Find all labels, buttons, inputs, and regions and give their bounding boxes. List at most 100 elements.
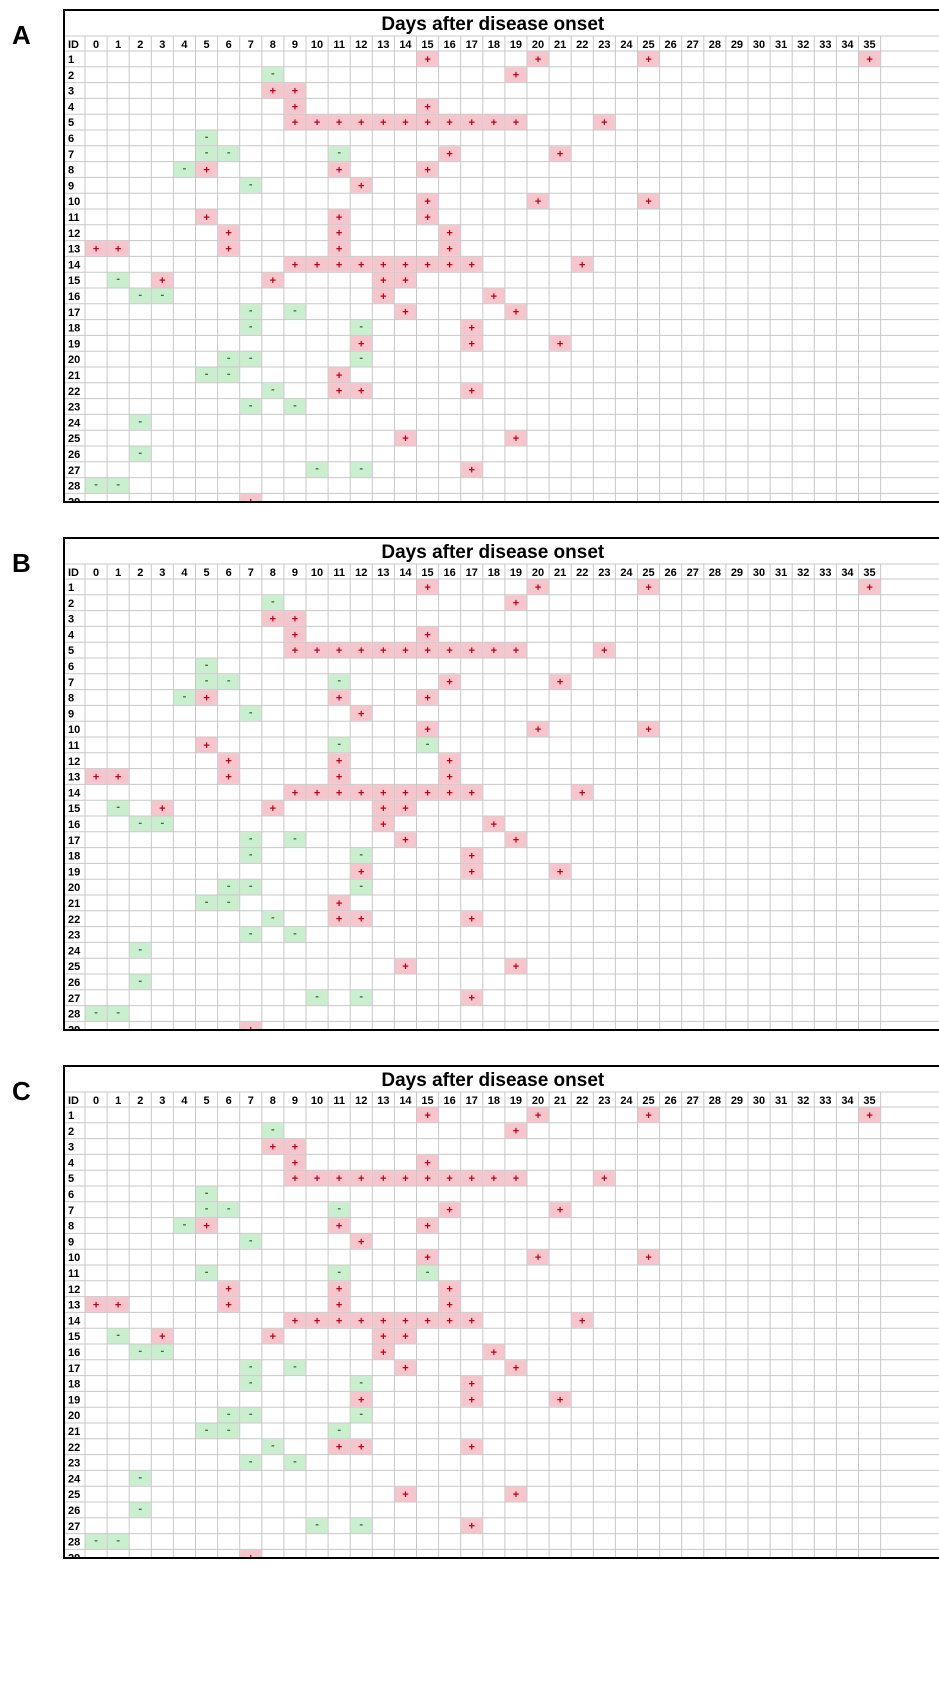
positive-marker: + bbox=[402, 835, 408, 847]
positive-marker: + bbox=[336, 370, 342, 382]
day-label: 6 bbox=[226, 567, 232, 579]
negative-cell bbox=[218, 1202, 240, 1218]
negative-cell bbox=[196, 674, 218, 690]
positive-cell bbox=[505, 304, 527, 320]
row-id-label: 2 bbox=[68, 1126, 74, 1138]
panel-a: Days after disease onset + + + + - + + + + + + + + + + +… bbox=[63, 9, 939, 503]
positive-cell bbox=[505, 430, 527, 446]
positive-marker: + bbox=[469, 1442, 475, 1454]
positive-marker: + bbox=[469, 1173, 475, 1185]
positive-cell bbox=[439, 225, 461, 241]
day-label: 29 bbox=[731, 567, 743, 579]
positive-cell bbox=[350, 1233, 372, 1249]
positive-marker: + bbox=[402, 259, 408, 271]
positive-cell bbox=[483, 114, 505, 130]
negative-cell bbox=[151, 288, 173, 304]
negative-cell bbox=[240, 1233, 262, 1249]
positive-marker: + bbox=[225, 1284, 231, 1296]
positive-marker: + bbox=[601, 1173, 607, 1185]
positive-cell bbox=[638, 579, 660, 595]
row-id-label: 24 bbox=[68, 417, 81, 429]
day-label: 31 bbox=[775, 567, 787, 579]
positive-marker: + bbox=[225, 228, 231, 240]
positive-cell bbox=[394, 642, 416, 658]
day-label: 8 bbox=[270, 1095, 276, 1107]
day-label: 2 bbox=[137, 567, 143, 579]
positive-marker: + bbox=[579, 787, 585, 799]
day-label: 16 bbox=[444, 39, 456, 51]
negative-cell bbox=[107, 1534, 129, 1549]
day-label: 21 bbox=[554, 39, 566, 51]
positive-marker: + bbox=[336, 756, 342, 768]
negative-cell bbox=[129, 446, 151, 462]
positive-marker: + bbox=[513, 645, 519, 657]
day-label: 11 bbox=[333, 567, 345, 579]
negative-marker: - bbox=[227, 1408, 231, 1420]
positive-cell bbox=[439, 784, 461, 800]
positive-marker: + bbox=[248, 496, 254, 501]
day-label: 11 bbox=[333, 1095, 345, 1107]
positive-marker: + bbox=[270, 1142, 276, 1154]
negative-marker: - bbox=[227, 896, 231, 908]
negative-cell bbox=[218, 1407, 240, 1423]
row-id-label: 17 bbox=[68, 1363, 80, 1375]
row-id-label: 18 bbox=[68, 323, 80, 335]
positive-marker: + bbox=[446, 1173, 452, 1185]
positive-cell bbox=[461, 320, 483, 335]
positive-marker: + bbox=[358, 866, 364, 878]
negative-cell bbox=[196, 1265, 218, 1281]
positive-marker: + bbox=[513, 433, 519, 445]
negative-cell bbox=[85, 478, 107, 493]
negative-marker: - bbox=[337, 1266, 341, 1278]
row-id-label: 15 bbox=[68, 275, 80, 287]
day-label: 12 bbox=[355, 567, 367, 579]
positive-cell bbox=[461, 911, 483, 927]
positive-cell bbox=[350, 784, 372, 800]
positive-cell bbox=[593, 114, 615, 130]
negative-marker: - bbox=[337, 738, 341, 750]
positive-marker: + bbox=[424, 1157, 430, 1169]
row-id-label: 5 bbox=[68, 117, 74, 129]
positive-marker: + bbox=[336, 386, 342, 398]
positive-marker: + bbox=[270, 1331, 276, 1343]
positive-cell bbox=[218, 753, 240, 769]
id-header: ID bbox=[68, 1095, 79, 1107]
positive-cell bbox=[284, 114, 306, 130]
negative-marker: - bbox=[138, 1503, 142, 1515]
negative-cell bbox=[107, 478, 129, 493]
negative-cell bbox=[107, 800, 129, 816]
row-id-label: 25 bbox=[68, 961, 80, 973]
positive-marker: + bbox=[469, 1394, 475, 1406]
positive-cell bbox=[439, 1297, 461, 1312]
row-id-label: 21 bbox=[68, 370, 80, 382]
positive-cell bbox=[284, 642, 306, 658]
day-label: 18 bbox=[488, 39, 500, 51]
positive-cell bbox=[394, 430, 416, 446]
positive-cell bbox=[85, 1297, 107, 1312]
positive-marker: + bbox=[513, 835, 519, 847]
positive-marker: + bbox=[115, 1300, 121, 1312]
negative-cell bbox=[284, 304, 306, 320]
positive-cell bbox=[439, 1170, 461, 1186]
day-label: 23 bbox=[598, 567, 610, 579]
positive-cell bbox=[461, 1391, 483, 1407]
day-label: 3 bbox=[159, 39, 165, 51]
negative-marker: - bbox=[116, 273, 120, 285]
row-id-label: 17 bbox=[68, 835, 80, 847]
chart-title: Days after disease onset bbox=[381, 542, 605, 563]
day-label: 18 bbox=[488, 1095, 500, 1107]
positive-marker: + bbox=[645, 1110, 651, 1122]
positive-cell bbox=[527, 1249, 549, 1265]
positive-marker: + bbox=[446, 244, 452, 256]
positive-cell bbox=[417, 1154, 439, 1170]
negative-cell bbox=[328, 737, 350, 753]
negative-cell bbox=[107, 272, 129, 288]
negative-marker: - bbox=[249, 928, 253, 940]
positive-cell bbox=[571, 1312, 593, 1328]
negative-cell bbox=[196, 658, 218, 674]
negative-cell bbox=[107, 1328, 129, 1344]
positive-marker: + bbox=[270, 803, 276, 815]
positive-marker: + bbox=[469, 1315, 475, 1327]
positive-cell bbox=[350, 1391, 372, 1407]
positive-marker: + bbox=[513, 1363, 519, 1375]
